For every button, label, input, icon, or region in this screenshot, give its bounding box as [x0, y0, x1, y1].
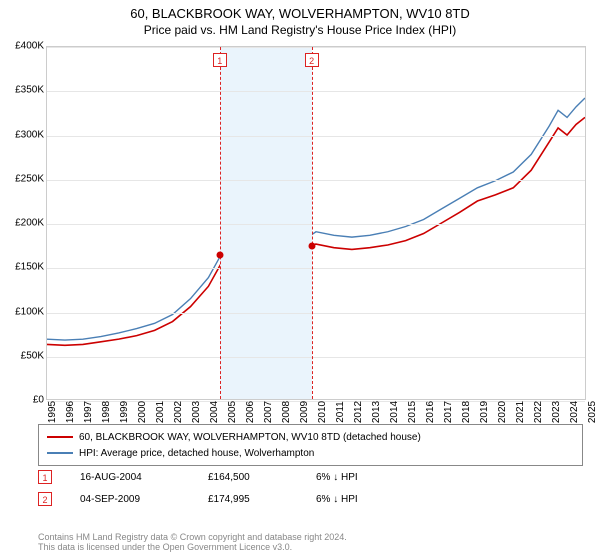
gridline [47, 136, 585, 137]
event-price: £174,995 [208, 494, 288, 505]
footer-line2: This data is licensed under the Open Gov… [38, 542, 583, 552]
legend-item: HPI: Average price, detached house, Wolv… [47, 445, 574, 461]
gridline [47, 357, 585, 358]
line-series [47, 47, 585, 399]
x-axis-label: 2000 [137, 401, 148, 423]
event-pct: 6% ↓ HPI [316, 494, 358, 505]
x-axis-label: 2021 [515, 401, 526, 423]
x-axis-label: 2024 [569, 401, 580, 423]
x-axis-label: 2003 [191, 401, 202, 423]
y-axis-label: £0 [0, 395, 44, 406]
legend-text: 60, BLACKBROOK WAY, WOLVERHAMPTON, WV10 … [79, 432, 421, 443]
x-axis-label: 1998 [101, 401, 112, 423]
series-hpi [47, 98, 585, 340]
y-axis-label: £350K [0, 85, 44, 96]
x-axis-label: 2004 [209, 401, 220, 423]
x-axis-label: 2007 [263, 401, 274, 423]
gridline [47, 91, 585, 92]
y-axis-label: £100K [0, 306, 44, 317]
footer-attribution: Contains HM Land Registry data © Crown c… [38, 532, 583, 552]
x-axis-label: 2010 [317, 401, 328, 423]
x-axis-label: 2002 [173, 401, 184, 423]
gridline [47, 224, 585, 225]
x-axis-label: 2009 [299, 401, 310, 423]
sale-event-row: 1 16-AUG-2004 £164,500 6% ↓ HPI [38, 470, 583, 484]
x-axis-label: 2013 [371, 401, 382, 423]
down-arrow-icon: ↓ [333, 494, 338, 505]
sale-dot [216, 252, 223, 259]
sale-event-row: 2 04-SEP-2009 £174,995 6% ↓ HPI [38, 492, 583, 506]
event-number-box: 2 [38, 492, 52, 506]
gridline [47, 180, 585, 181]
sale-dot [308, 243, 315, 250]
legend-item: 60, BLACKBROOK WAY, WOLVERHAMPTON, WV10 … [47, 429, 574, 445]
x-axis-label: 2018 [461, 401, 472, 423]
x-axis-label: 1995 [47, 401, 58, 423]
gridline [47, 268, 585, 269]
x-axis-label: 1996 [65, 401, 76, 423]
gridline [47, 47, 585, 48]
x-axis-label: 2015 [407, 401, 418, 423]
x-axis-label: 2006 [245, 401, 256, 423]
x-axis-label: 2022 [533, 401, 544, 423]
plot-area: 1995199619971998199920002001200220032004… [46, 46, 586, 400]
x-axis-label: 1997 [83, 401, 94, 423]
x-axis-label: 2014 [389, 401, 400, 423]
y-axis-label: £150K [0, 262, 44, 273]
event-number-box: 1 [38, 470, 52, 484]
price-chart: 60, BLACKBROOK WAY, WOLVERHAMPTON, WV10 … [0, 0, 600, 560]
event-pct: 6% ↓ HPI [316, 472, 358, 483]
chart-title: 60, BLACKBROOK WAY, WOLVERHAMPTON, WV10 … [0, 0, 600, 21]
x-axis-label: 2005 [227, 401, 238, 423]
event-date: 16-AUG-2004 [80, 472, 180, 483]
y-axis-label: £400K [0, 41, 44, 52]
sale-marker-label: 1 [213, 53, 227, 67]
legend: 60, BLACKBROOK WAY, WOLVERHAMPTON, WV10 … [38, 424, 583, 466]
x-axis-label: 2019 [479, 401, 490, 423]
x-axis-label: 2020 [497, 401, 508, 423]
x-axis-label: 2012 [353, 401, 364, 423]
x-axis-label: 2023 [551, 401, 562, 423]
x-axis-label: 2001 [155, 401, 166, 423]
legend-swatch [47, 436, 73, 438]
x-axis-label: 2025 [587, 401, 598, 423]
legend-swatch [47, 452, 73, 454]
y-axis-label: £250K [0, 173, 44, 184]
footer-line1: Contains HM Land Registry data © Crown c… [38, 532, 583, 542]
y-axis-label: £200K [0, 218, 44, 229]
x-axis-label: 2011 [335, 401, 346, 423]
sale-period-band [220, 47, 312, 399]
y-axis-label: £50K [0, 350, 44, 361]
sale-marker-line [312, 47, 313, 399]
x-axis-label: 2017 [443, 401, 454, 423]
gridline [47, 313, 585, 314]
event-price: £164,500 [208, 472, 288, 483]
legend-text: HPI: Average price, detached house, Wolv… [79, 448, 314, 459]
chart-subtitle: Price paid vs. HM Land Registry's House … [0, 21, 600, 37]
x-axis-label: 1999 [119, 401, 130, 423]
y-axis-label: £300K [0, 129, 44, 140]
sale-marker-line [220, 47, 221, 399]
sale-marker-label: 2 [305, 53, 319, 67]
event-date: 04-SEP-2009 [80, 494, 180, 505]
down-arrow-icon: ↓ [333, 472, 338, 483]
x-axis-label: 2008 [281, 401, 292, 423]
x-axis-label: 2016 [425, 401, 436, 423]
